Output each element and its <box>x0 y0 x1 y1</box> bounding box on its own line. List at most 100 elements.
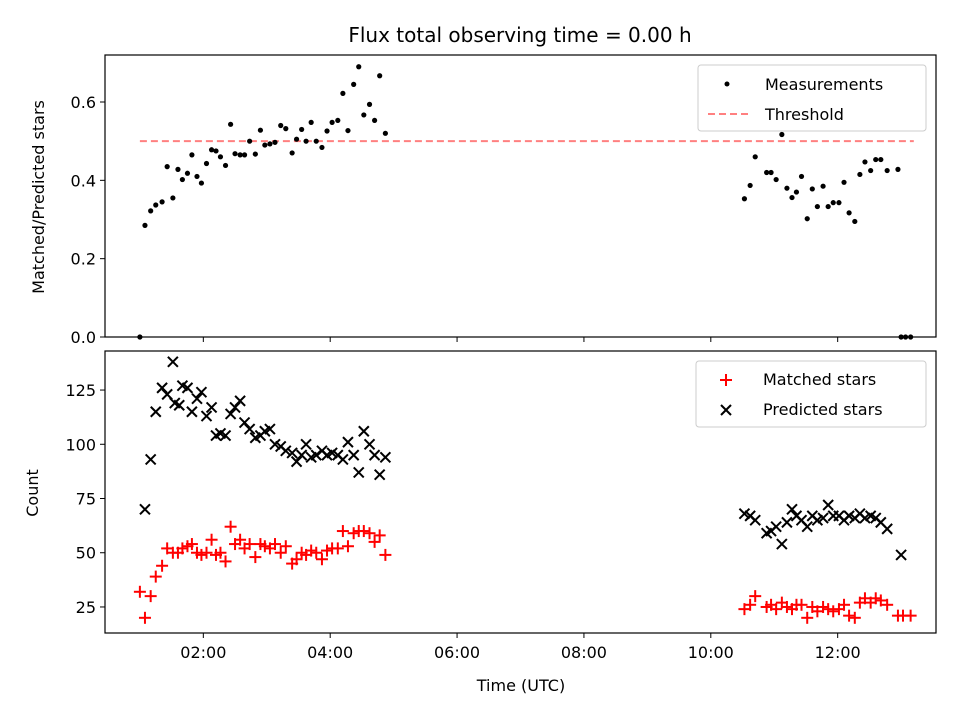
x-tick-label: 12:00 <box>815 643 861 662</box>
predicted-star-point <box>186 406 198 418</box>
predicted-star-point <box>347 449 360 461</box>
predicted-star-point <box>786 503 798 516</box>
predicted-star-point <box>368 449 381 461</box>
matched-star-point <box>827 605 840 618</box>
predicted-star-point <box>749 514 761 526</box>
matched-star-point <box>843 609 856 622</box>
predicted-star-point <box>139 503 151 516</box>
predicted-star-point <box>173 399 185 411</box>
predicted-star-point <box>881 523 893 535</box>
predicted-star-point <box>781 516 793 529</box>
matched-star-point <box>749 590 762 603</box>
top-legend-box <box>697 64 927 132</box>
measurement-point <box>371 117 378 124</box>
predicted-star-point <box>342 436 354 448</box>
matched-star-point <box>822 603 835 616</box>
matched-star-point <box>321 544 334 557</box>
predicted-star-point <box>817 512 829 524</box>
matched-star-point <box>881 598 894 611</box>
top-y-tick-label: 0.4 <box>71 171 96 190</box>
measurement-point <box>303 138 309 144</box>
matched-star-point <box>331 542 344 555</box>
measurement-point <box>293 136 300 142</box>
matched-star-point <box>801 611 814 624</box>
matched-star-point <box>368 535 381 548</box>
matched-star-point <box>195 548 208 561</box>
measurement-point <box>324 128 330 134</box>
top-y-tick-label: 0.0 <box>71 328 96 347</box>
legend-matched-label: Matched stars <box>763 370 876 389</box>
matched-star-point <box>290 553 303 566</box>
predicted-star-point <box>822 499 834 511</box>
matched-star-point <box>279 540 292 553</box>
predicted-star-point <box>776 538 788 550</box>
bottom-y-tick-label: 50 <box>76 544 96 563</box>
measurement-point <box>142 222 148 228</box>
predicted-star-point <box>290 455 303 468</box>
measurement-point <box>262 142 268 148</box>
matched-star-point <box>341 540 354 553</box>
measurement-point <box>189 152 195 158</box>
predicted-star-point <box>801 521 813 533</box>
matched-star-point <box>200 546 213 559</box>
measurement-point <box>884 167 890 174</box>
measurement-point <box>784 185 790 191</box>
measurement-point <box>278 122 284 129</box>
x-axis-label: Time (UTC) <box>476 676 565 695</box>
measurement-point <box>228 121 234 127</box>
measurement-point <box>257 127 264 133</box>
legend-measurements-label: Measurements <box>765 75 883 94</box>
matched-star-point <box>869 592 882 605</box>
measurement-point <box>351 81 357 87</box>
measurement-point <box>308 119 314 125</box>
measurement-point <box>237 152 243 158</box>
matched-star-point <box>373 529 386 542</box>
legend-threshold-label: Threshold <box>764 105 844 124</box>
measurement-point <box>179 176 185 183</box>
measurement-point <box>159 199 165 205</box>
predicted-star-point <box>353 466 365 479</box>
measurement-point <box>299 126 305 133</box>
predicted-star-point <box>205 401 218 414</box>
measurement-point <box>153 202 159 208</box>
matched-star-point <box>274 546 287 559</box>
measurement-point <box>252 151 258 157</box>
measurement-point <box>804 216 810 222</box>
measurement-point <box>752 154 758 160</box>
matched-star-point <box>249 551 262 564</box>
legend-predicted-label: Predicted stars <box>763 400 883 419</box>
top-marks <box>137 64 914 340</box>
measurement-point <box>895 166 901 172</box>
top-ticks: 0.0 0.2 0.4 0.6 <box>71 93 839 347</box>
bottom-y-axis-label: Count <box>23 469 42 517</box>
bottom-marks <box>133 356 917 624</box>
measurement-point <box>852 218 858 225</box>
measurement-point <box>175 166 181 172</box>
predicted-star-point <box>181 382 194 394</box>
matched-star-point <box>817 600 830 613</box>
predicted-star-point <box>224 408 237 420</box>
measurement-point <box>198 180 205 186</box>
matched-star-point <box>838 598 851 611</box>
x-tick-label: 06:00 <box>434 643 480 662</box>
measurement-point <box>747 182 753 189</box>
predicted-star-point <box>379 451 392 463</box>
x-tick-label: 08:00 <box>561 643 607 662</box>
x-tick-label: 02:00 <box>180 643 226 662</box>
top-y-axis-label: Matched/Predicted stars <box>29 100 48 294</box>
predicted-star-point <box>150 406 162 418</box>
measurement-point <box>878 156 884 163</box>
predicted-star-point <box>295 449 308 461</box>
top-legend: Measurements Threshold <box>697 64 927 132</box>
matched-star-point <box>347 527 360 540</box>
measurement-point <box>366 101 373 107</box>
measurement-point <box>313 138 319 144</box>
matched-star-point <box>874 594 887 607</box>
matched-star-point <box>214 546 227 559</box>
matched-star-point <box>744 598 757 611</box>
matched-star-point <box>144 590 157 603</box>
measurement-point <box>335 117 341 124</box>
measurement-point <box>820 183 826 189</box>
chart-title: Flux total observing time = 0.00 h <box>348 23 691 47</box>
